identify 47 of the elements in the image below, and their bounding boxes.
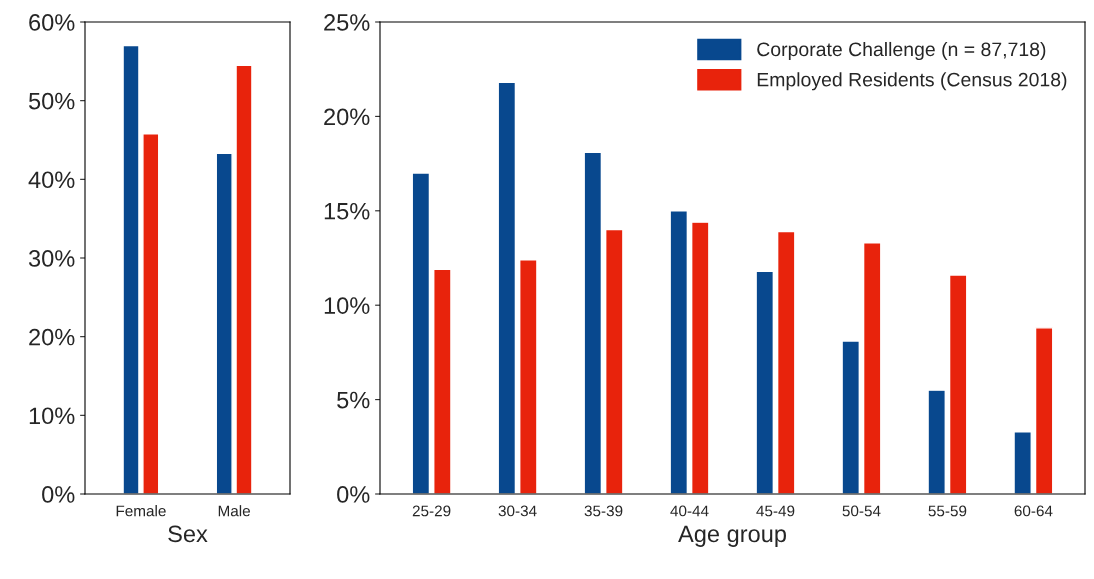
x-tick-label: 30-34 xyxy=(498,505,537,517)
bar xyxy=(583,151,603,494)
y-tick-label: 60% xyxy=(29,14,75,31)
x-tick-label: Female xyxy=(116,505,166,517)
y-tick-label: 15% xyxy=(324,202,370,220)
bar xyxy=(948,274,968,494)
bar xyxy=(519,259,538,494)
legend-label: Employed Residents (Census 2018) xyxy=(757,72,1067,91)
y-tick-label: 50% xyxy=(28,92,75,110)
x-tick-label: 60-64 xyxy=(1014,505,1053,517)
y-tick-label: 5% xyxy=(337,391,370,409)
bar xyxy=(927,389,946,494)
bar xyxy=(142,133,160,494)
bar xyxy=(776,230,796,494)
bar xyxy=(1034,327,1054,494)
y-tick-label: 20% xyxy=(324,108,370,126)
bar xyxy=(433,268,452,494)
x-axis-title: Sex xyxy=(168,525,208,543)
bar xyxy=(411,172,431,494)
bar xyxy=(755,270,775,494)
bar xyxy=(235,64,253,494)
x-tick-label: 35-39 xyxy=(584,505,623,517)
y-tick-label: 20% xyxy=(29,328,75,346)
bar xyxy=(604,228,624,494)
y-tick-label: 30% xyxy=(28,250,75,267)
bar xyxy=(122,44,140,494)
bar xyxy=(215,152,233,494)
y-tick-label: 0% xyxy=(337,486,370,503)
x-axis-title: Age group xyxy=(678,525,786,547)
y-tick-label: 10% xyxy=(29,407,75,425)
bar xyxy=(841,340,861,494)
bar xyxy=(690,221,710,494)
y-tick-label: 10% xyxy=(324,297,370,314)
x-tick-label: 50-54 xyxy=(842,505,881,517)
y-tick-label: 0% xyxy=(42,486,75,503)
x-tick-label: 40-44 xyxy=(670,505,709,517)
x-tick-label: 45-49 xyxy=(756,505,795,517)
y-tick-label: 25% xyxy=(324,14,370,31)
bar xyxy=(669,210,689,494)
x-tick-label: Male xyxy=(218,505,250,517)
bar xyxy=(497,81,517,494)
x-tick-label: 25-29 xyxy=(412,505,451,517)
y-tick-label: 40% xyxy=(28,171,75,189)
legend-label: Corporate Challenge (n = 87,718) xyxy=(757,41,1046,61)
x-tick-label: 55-59 xyxy=(928,505,967,517)
bar xyxy=(862,242,882,494)
bar xyxy=(1013,431,1032,494)
